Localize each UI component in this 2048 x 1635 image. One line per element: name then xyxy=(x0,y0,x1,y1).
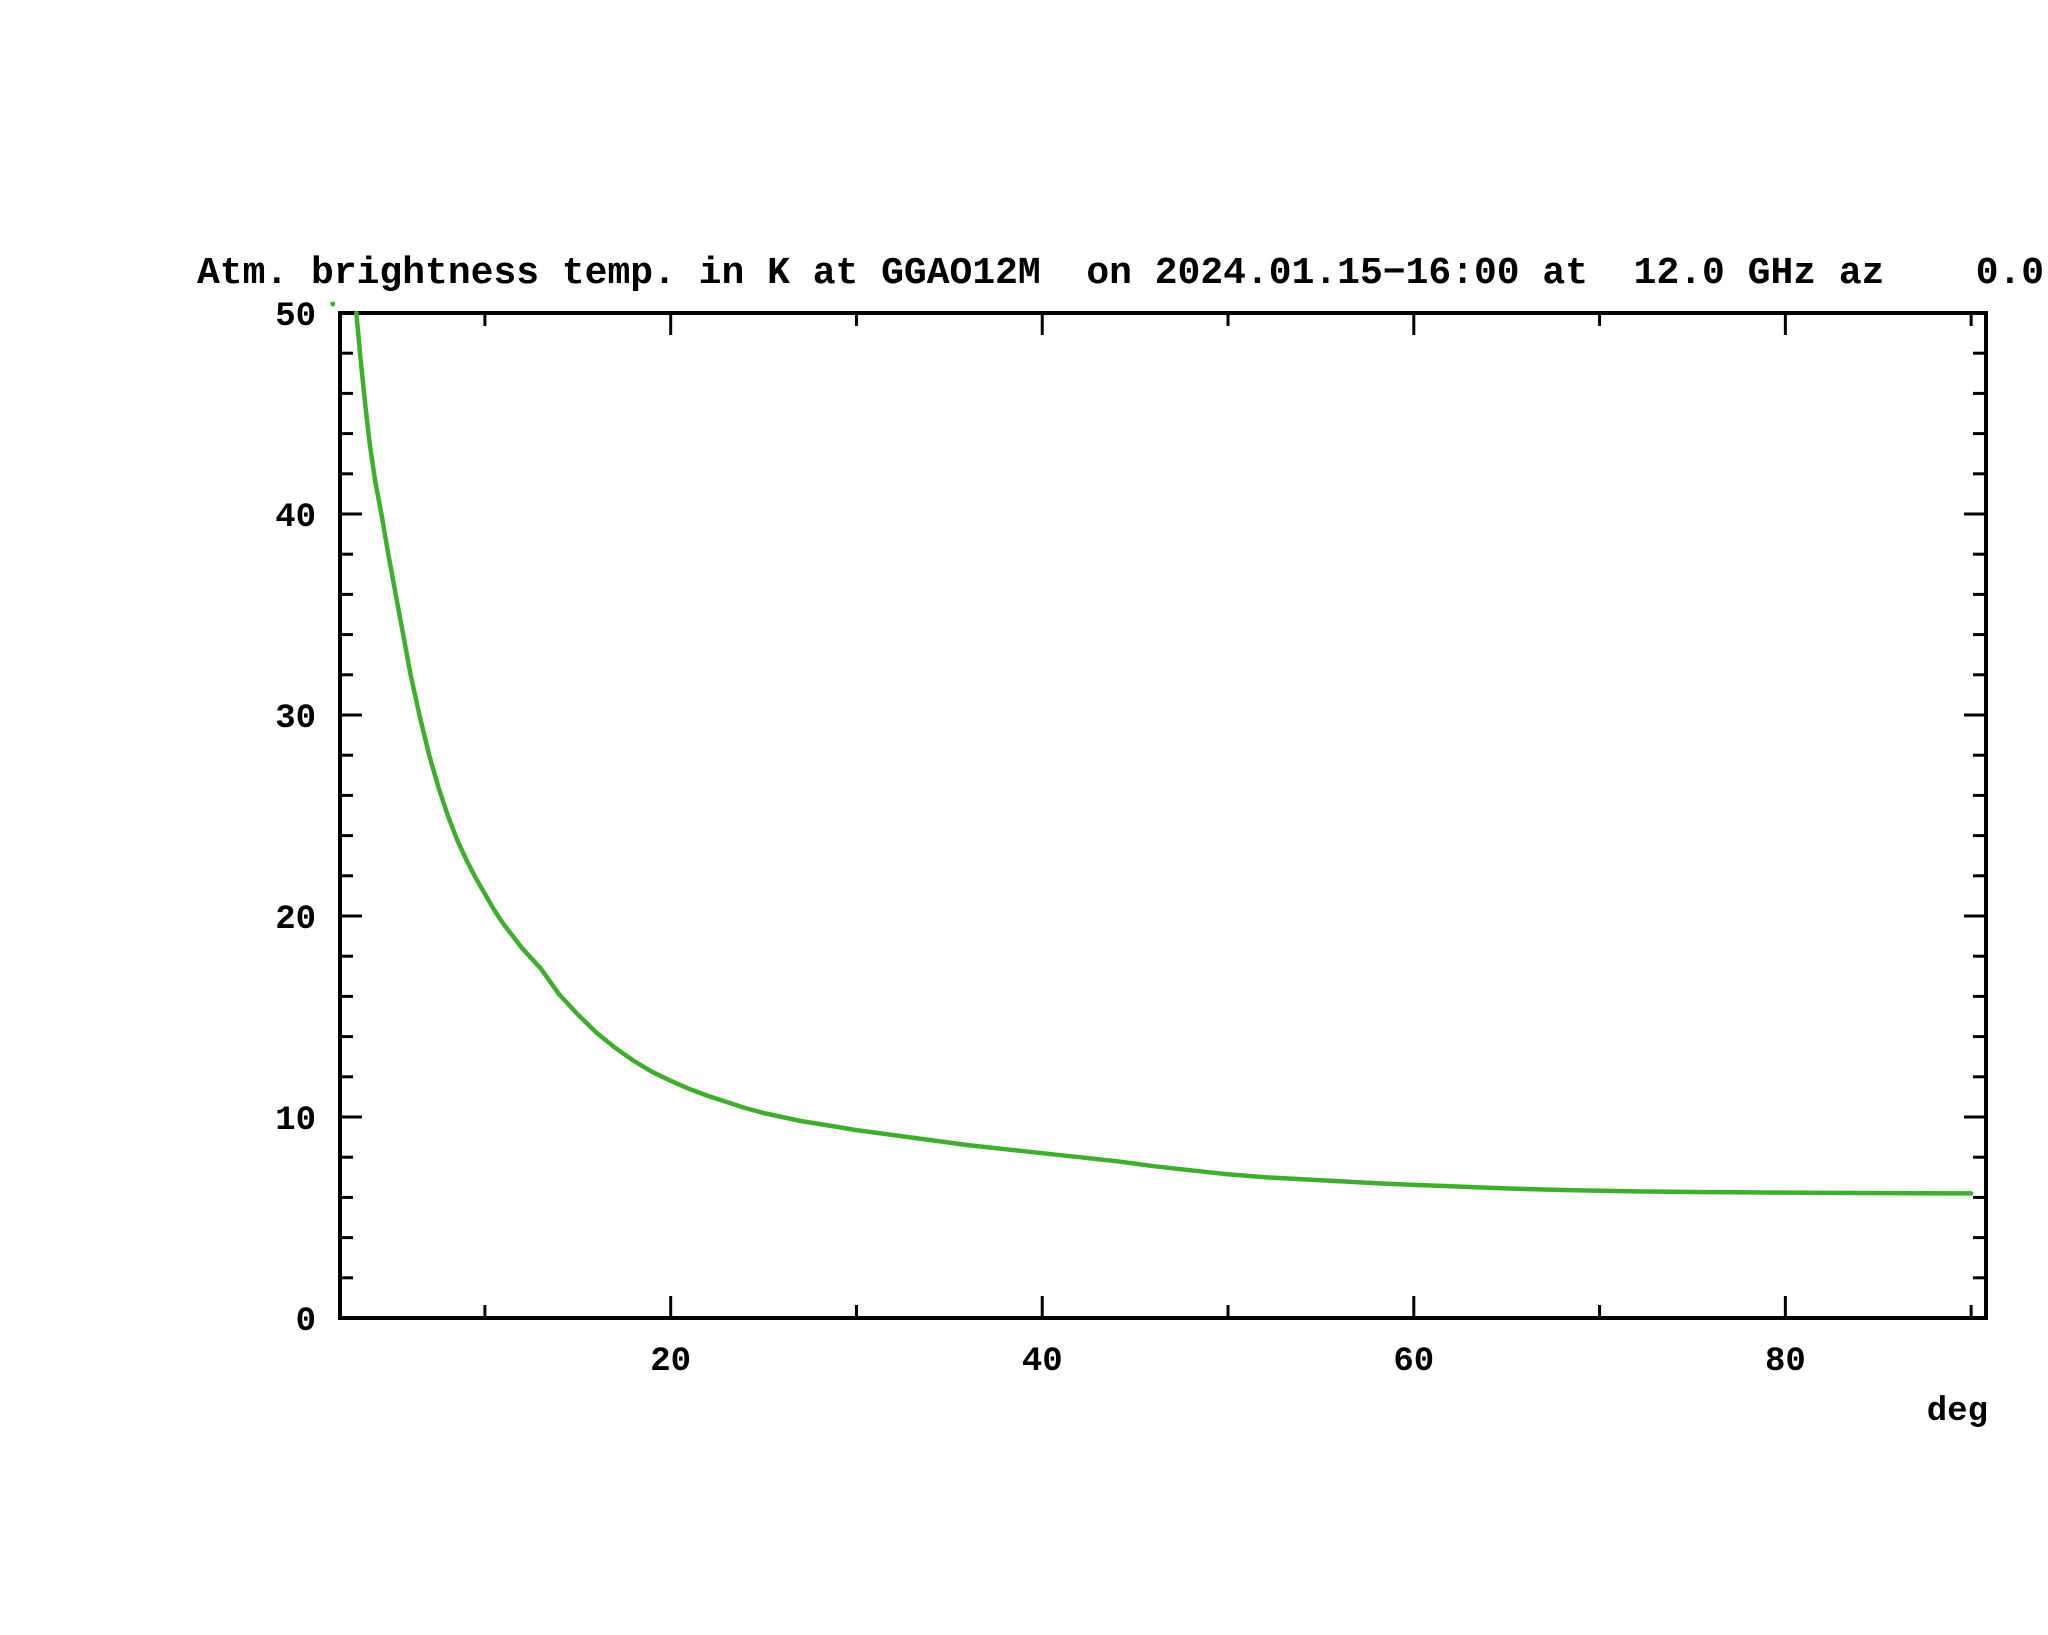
temperature-curve xyxy=(354,310,1974,1196)
y-tick-label: 20 xyxy=(275,901,316,939)
x-tick-label: 60 xyxy=(1393,1343,1434,1381)
x-axis-unit-label: deg xyxy=(1927,1393,1988,1431)
y-tick-label: 40 xyxy=(275,499,316,537)
x-tick-label: 20 xyxy=(650,1343,691,1381)
stray-curve-point xyxy=(330,301,336,307)
y-tick-label: 50 xyxy=(275,298,316,336)
y-tick-label: 10 xyxy=(275,1102,316,1140)
x-tick-label: 40 xyxy=(1022,1343,1063,1381)
chart-title: Atm. brightness temp. in K at GGAO12M on… xyxy=(197,252,2045,295)
x-tick-label: 80 xyxy=(1765,1343,1806,1381)
axis-tick-labels: 20 40 60 80 0 10 20 30 40 50 xyxy=(275,298,1806,1381)
plot-frame xyxy=(338,311,1988,1320)
axis-ticks xyxy=(340,311,1986,1320)
y-tick-label: 0 xyxy=(296,1303,316,1341)
y-tick-label: 30 xyxy=(275,700,316,738)
